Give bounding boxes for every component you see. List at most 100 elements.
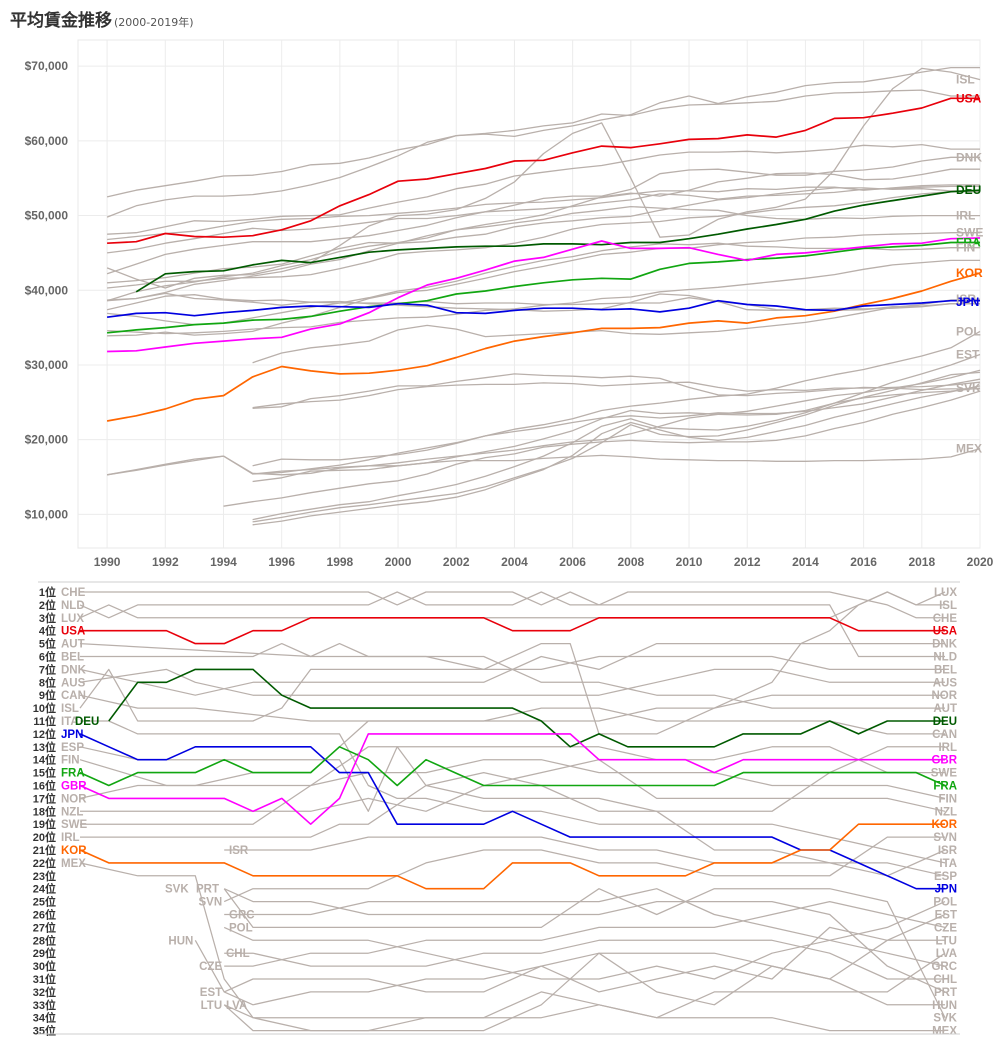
end-label-jpn: JPN [956,295,979,309]
bump-highlight-series [79,616,946,890]
start-label-usa: USA [61,626,85,638]
rank-line-pol [223,901,946,980]
rank-line-hun [194,939,945,1006]
start-label-nld: NLD [61,600,85,612]
rank-line-chl [224,939,945,980]
rank-number: 32位 [33,985,56,999]
start-label-gbr: GBR [61,781,87,793]
start-label-can: CAN [61,690,86,702]
series-line-irl [107,205,980,302]
rank-line-nor [79,694,945,800]
end-label-svk: SVK [956,381,981,395]
rank-number-axis: 1位2位3位4位5位6位7位8位9位10位11位12位13位14位15位16位1… [33,585,56,1038]
series-line-aut [107,185,980,254]
chart-title-bar: 平均賃金推移 (2000-2019年) [10,6,194,36]
series-line-jpn [106,299,980,319]
rank-number: 28位 [33,933,56,947]
end-rank-label-gbr: GBR [931,755,957,767]
rank-number: 31位 [33,972,56,986]
end-rank-label-deu: DEU [933,716,957,728]
end-rank-label-nzl: NZL [935,806,957,818]
y-tick-label: $40,000 [25,283,69,297]
start-label-grc: GRC [229,910,255,922]
rank-line-nld [79,591,945,658]
rank-number: 9位 [39,688,56,702]
rank-number: 10位 [33,701,56,715]
end-rank-label-bel: BEL [934,664,957,676]
series-line-che [106,66,980,218]
rank-line-esp [79,746,946,877]
rank-number: 21位 [33,843,56,857]
rank-number: 5位 [39,637,56,651]
end-label-pol: POL [956,324,981,338]
start-label-prt: PRT [196,884,219,896]
rank-line-aut [79,642,945,709]
end-rank-label-ita: ITA [939,858,957,870]
start-label-lux: LUX [61,613,84,625]
start-label-esp: ESP [61,742,84,754]
rank-line-usa [80,616,945,645]
top-plot-area [77,39,981,549]
series-line-can [107,191,980,289]
end-label-dnk: DNK [956,150,982,164]
start-label-jpn: JPN [61,729,83,741]
end-rank-label-nor: NOR [931,690,957,702]
y-tick-label: $50,000 [25,209,69,223]
end-rank-label-che: CHE [933,613,958,625]
series-line-cze [252,378,981,467]
y-tick-label: $60,000 [25,134,69,148]
series-line-swe [107,232,980,337]
rank-number: 14位 [33,753,56,767]
end-label-kor: KOR [956,266,983,280]
end-rank-label-nld: NLD [933,652,957,664]
rank-number: 12位 [33,727,56,741]
end-label-swe: SWE [956,226,983,240]
top-other-series [106,66,981,526]
rank-number: 33位 [33,998,56,1012]
series-line-pol [252,330,981,475]
end-rank-label-isl: ISL [939,600,957,612]
rank-number: 15位 [33,766,56,780]
end-rank-label-svk: SVK [933,1013,957,1025]
end-rank-label-irl: IRL [938,742,957,754]
x-tick-label: 2016 [850,555,877,569]
start-label-che: CHE [61,587,86,599]
series-line-nld [107,143,980,235]
rank-line-svk [223,888,946,1018]
x-tick-label: 2004 [501,555,528,569]
series-line-isl [106,67,981,289]
series-line-esp [106,293,980,312]
end-rank-label-cze: CZE [934,922,957,934]
top-x-axis: 1990 1992 1994 1996 1998 2000 2002 2004 2006 2008… [94,555,993,569]
x-tick-label: 2006 [559,555,586,569]
end-rank-label-can: CAN [932,729,957,741]
x-tick-label: 1992 [152,555,179,569]
x-tick-label: 1990 [94,555,121,569]
rank-line-kor [79,823,945,890]
rank-line-dnk [79,642,945,696]
end-rank-label-chl: CHL [933,974,957,986]
rank-line-mex [79,862,945,1032]
start-label-ita: ITA [61,716,79,728]
rank-number: 3位 [39,611,56,625]
x-tick-label: 2014 [792,555,819,569]
end-label-est: EST [956,348,980,362]
start-label-mex: MEX [61,858,86,870]
top-y-axis: $10,000 $20,000 $30,000 $40,000 $50,000 $60,0… [25,59,69,521]
end-rank-label-aus: AUS [933,677,958,689]
start-label-kor: KOR [61,845,87,857]
start-label-lva: LVA [226,1000,247,1012]
rank-line-ita [80,720,946,864]
start-label-nzl: NZL [61,806,83,818]
rank-line-swe [80,746,945,825]
end-label-fra: FRA [956,235,981,249]
end-rank-label-fra: FRA [933,781,957,793]
x-tick-label: 2008 [617,555,644,569]
rank-number: 17位 [33,791,56,805]
end-rank-label-ltu: LTU [935,935,957,947]
start-label-deu: DEU [75,716,99,728]
rank-number: 29位 [33,946,56,960]
series-line-est [252,353,981,521]
